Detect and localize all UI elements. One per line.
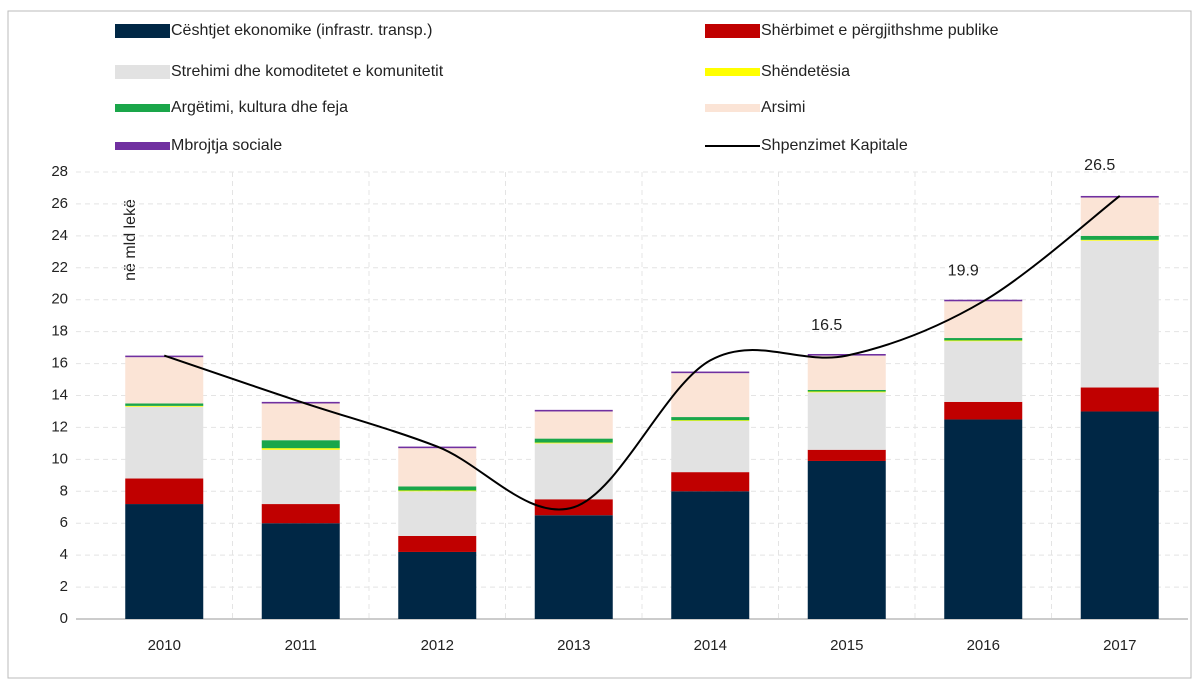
bar-segment xyxy=(125,504,204,619)
y-tick-label: 4 xyxy=(60,546,68,563)
bar-segment xyxy=(671,491,750,619)
bar-segment xyxy=(398,448,477,487)
bar-segment xyxy=(807,355,886,390)
bar-segment xyxy=(807,389,886,392)
bar-segment xyxy=(944,419,1023,619)
line xyxy=(163,195,1121,511)
bar-segment xyxy=(534,409,613,412)
bar-segment xyxy=(125,478,204,505)
legend-label: Arsimi xyxy=(761,99,805,116)
y-tick-label: 16 xyxy=(51,355,68,372)
y-tick-label: 6 xyxy=(60,514,68,531)
bar-segment xyxy=(1080,239,1159,241)
bar-segment xyxy=(534,515,613,619)
x-tick-label: 2011 xyxy=(285,637,317,654)
bar-segment xyxy=(261,523,340,619)
y-tick-label: 8 xyxy=(60,482,68,499)
bar-segment xyxy=(807,460,886,619)
legend-swatch xyxy=(705,68,760,76)
y-tick-label: 14 xyxy=(51,386,68,403)
bar-segment xyxy=(534,442,613,444)
legend-swatch xyxy=(115,104,170,112)
bar-segment xyxy=(944,341,1023,402)
bar-segment xyxy=(671,417,750,421)
bar-segment xyxy=(398,486,477,491)
legend-swatch xyxy=(115,142,170,150)
legend-label: Mbrojtja sociale xyxy=(171,137,282,154)
y-axis-label: në mld lekë xyxy=(122,199,139,281)
y-tick-label: 20 xyxy=(51,291,68,308)
bar-segment xyxy=(125,406,204,479)
y-tick-label: 22 xyxy=(51,259,68,276)
y-tick-label: 2 xyxy=(60,578,68,595)
bar-segment xyxy=(398,491,477,536)
legend-label: Argëtimi, kultura dhe feja xyxy=(171,99,348,116)
x-tick-label: 2013 xyxy=(557,637,590,654)
bar-segment xyxy=(261,440,340,449)
y-tick-label: 24 xyxy=(51,227,68,244)
bar-segment xyxy=(534,438,613,443)
y-tick-label: 18 xyxy=(51,323,68,340)
legend-swatch xyxy=(705,104,760,112)
legend-swatch xyxy=(705,24,760,38)
bar-segment xyxy=(1080,411,1159,619)
bar-segment xyxy=(944,401,1023,420)
bar-segment xyxy=(807,392,886,450)
bar-segment xyxy=(534,443,613,500)
bar-segment xyxy=(261,504,340,524)
bar-segment xyxy=(807,391,886,393)
bar-segment xyxy=(1080,387,1159,412)
bar-segment xyxy=(671,373,750,418)
bar-segment xyxy=(261,449,340,505)
bar-segment xyxy=(944,301,1023,339)
bar-segment xyxy=(1080,197,1159,236)
y-tick-label: 26 xyxy=(51,195,68,212)
y-tick-label: 0 xyxy=(60,610,68,627)
bar-segment xyxy=(671,371,750,374)
bar-segment xyxy=(398,551,477,619)
data-label: 19.9 xyxy=(948,263,979,280)
data-label: 16.5 xyxy=(811,317,842,334)
bar-segment xyxy=(1080,235,1159,240)
y-tick-label: 12 xyxy=(51,418,68,435)
legend-label: Shërbimet e përgjithshme publike xyxy=(761,22,999,39)
bar-segment xyxy=(261,448,340,450)
legend-label: Shpenzimet Kapitale xyxy=(761,137,908,154)
legend-label: Strehimi dhe komoditetet e komunitetit xyxy=(171,63,444,80)
x-tick-label: 2015 xyxy=(830,637,863,654)
bar-segment xyxy=(807,449,886,461)
legend-swatch xyxy=(115,65,170,79)
bar-segment xyxy=(1080,240,1159,388)
x-tick-label: 2014 xyxy=(694,637,727,654)
y-tick-label: 10 xyxy=(51,450,68,467)
x-tick-label: 2017 xyxy=(1103,637,1136,654)
x-tick-label: 2016 xyxy=(967,637,1000,654)
bar-segment xyxy=(398,490,477,492)
bar-segment xyxy=(671,420,750,422)
legend-label: Cështjet ekonomike (infrastr. transp.) xyxy=(171,22,432,39)
bar-segment xyxy=(125,403,204,406)
bar-segment xyxy=(944,340,1023,342)
bar-segment xyxy=(398,535,477,552)
frame xyxy=(7,10,1192,679)
bar-segment xyxy=(671,421,750,473)
bar-segment xyxy=(261,403,340,441)
x-tick-label: 2012 xyxy=(421,637,454,654)
legend-swatch xyxy=(115,24,170,38)
legend-label: Shëndetësia xyxy=(761,63,850,80)
data-label: 26.5 xyxy=(1084,157,1115,174)
bar-segment xyxy=(671,472,750,492)
bar-segment xyxy=(534,411,613,439)
bar-segment xyxy=(125,405,204,407)
x-tick-label: 2010 xyxy=(148,637,181,654)
y-tick-label: 28 xyxy=(51,163,68,180)
bar-segment xyxy=(944,338,1023,341)
